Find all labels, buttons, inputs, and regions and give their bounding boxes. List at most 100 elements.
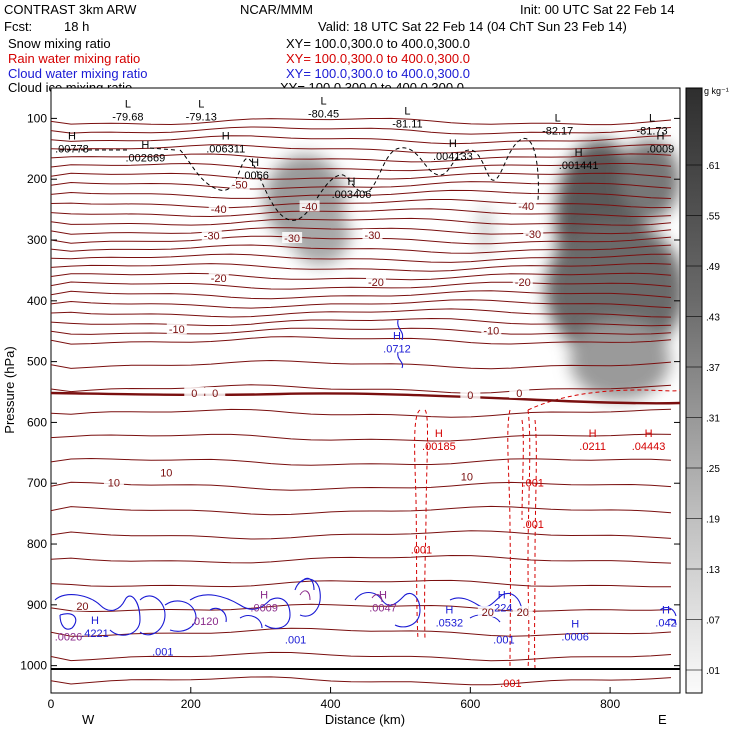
isotherm-line [51, 144, 672, 154]
extremum-marker: H [379, 590, 387, 602]
fcst-label: Fcst: [4, 19, 33, 34]
extremum-marker: H [91, 615, 99, 627]
y-tick-label: 500 [27, 355, 47, 369]
y-tick-label: 600 [27, 415, 47, 429]
extremum-value: .001 [523, 519, 544, 531]
isotherm-label: -10 [483, 325, 499, 337]
isotherm-label: -30 [204, 231, 220, 243]
extremum-value: -79.68 [112, 111, 143, 123]
x-end-label-west: W [82, 712, 95, 727]
extremum-value: -81.73 [636, 125, 667, 137]
label-backdrop [184, 387, 205, 399]
extremum-marker: H [141, 140, 149, 152]
label-backdrop [512, 605, 533, 617]
isotherm-line [51, 433, 672, 442]
extremum-marker: L [125, 98, 131, 110]
extremum-value: .4221 [81, 628, 109, 640]
colorbar-unit: g kg⁻¹ [704, 86, 729, 96]
plot-frame [50, 87, 681, 694]
isotherm-label: -40 [518, 201, 534, 213]
isotherm-line [51, 317, 672, 327]
extremum-value: -79.13 [186, 111, 217, 123]
isotherm-label: 0 [516, 388, 522, 400]
label-backdrop [362, 228, 383, 240]
isotherm-line [51, 481, 672, 491]
cloud-water-contours [54, 319, 677, 636]
extremum-value: .006311 [206, 144, 245, 156]
isotherm-line [51, 676, 672, 686]
extremum-marker: H [68, 131, 76, 143]
isotherm-label: 20 [482, 607, 494, 619]
extremum-value: .003406 [332, 189, 372, 201]
extremum-value: .0120 [191, 616, 219, 628]
extremum-marker: H [251, 157, 259, 169]
extremum-value: .224 [491, 603, 512, 615]
isotherm-line [51, 208, 672, 218]
colorbar-label: .55 [706, 212, 720, 223]
isotherm-line [51, 651, 672, 662]
extremum-marker: H [445, 604, 453, 616]
extremum-value: .0211 [579, 441, 606, 453]
isotherm-line [51, 126, 672, 135]
freezing-level [51, 391, 680, 405]
isotherm-label: 0 [191, 388, 197, 400]
field-cloudice-name: Cloud ice mixing ratio [8, 80, 133, 95]
extremum-marker: L [198, 98, 204, 110]
field-cloudwater-xy: XY= 100.0,300.0 to 400.0,300.0 [286, 66, 470, 81]
isotherm-line [51, 199, 672, 209]
colorbar-label: .25 [706, 464, 720, 475]
extremum-marker: H [645, 428, 653, 440]
colorbar [685, 87, 703, 694]
extremum-value: .001441 [559, 160, 599, 172]
extremum-value: .0532 [436, 617, 464, 629]
isotherm-line [51, 217, 672, 226]
extremum-value: .001 [152, 646, 173, 658]
extremum-marker: L [404, 106, 410, 118]
isotherm-label: -50 [232, 180, 248, 192]
isotherm-line [51, 530, 672, 540]
colorbar-label: .19 [706, 515, 720, 526]
isotherm-line [51, 408, 672, 418]
extremum-marker: H [449, 138, 457, 150]
colorbar-label: .37 [706, 363, 720, 374]
org-label: NCAR/MMM [240, 2, 313, 17]
isotherm-line [51, 384, 672, 394]
field-cloudwater-name: Cloud water mixing ratio [8, 66, 148, 81]
field-rain-xy: XY= 100.0,300.0 to 400.0,300.0 [286, 51, 470, 66]
colorbar-label: .07 [706, 616, 720, 627]
isotherm-line [51, 457, 672, 466]
extremum-value: -80.45 [308, 108, 339, 120]
label-backdrop [516, 199, 537, 211]
isotherm-label: -30 [284, 233, 300, 245]
extremum-marker: H [393, 331, 401, 343]
isotherm-line [51, 505, 672, 516]
extremum-value: .04443 [632, 441, 666, 453]
isotherm-label: -20 [211, 273, 227, 285]
isotherm-line [51, 181, 672, 190]
cloud-ice-low-contours [299, 590, 383, 603]
extremum-marker: L [321, 95, 327, 107]
isotherm-line [51, 162, 672, 172]
x-end-label-east: E [658, 712, 667, 727]
extremum-marker: H [589, 428, 597, 440]
isotherm-label: -20 [515, 277, 531, 289]
extremum-value: .002669 [125, 153, 165, 165]
isotherm-line [51, 253, 672, 263]
field-snow-name: Snow mixing ratio [8, 36, 111, 51]
isotherm-line [51, 272, 672, 281]
isotherm-label: 20 [517, 607, 529, 619]
colorbar-label: .43 [706, 313, 720, 324]
extremum-marker: H [571, 618, 579, 630]
isotherm-line [51, 308, 672, 318]
extremum-marker: H [498, 590, 506, 602]
extremum-marker: H [222, 131, 230, 143]
extremum-value: -81.11 [392, 119, 422, 131]
colorbar-label: .31 [706, 414, 720, 425]
x-tick-label: 0 [48, 697, 55, 711]
extremum-value: .00185 [422, 441, 456, 453]
rain-contours [414, 389, 680, 669]
extremum-value: .001 [500, 678, 521, 690]
extremum-value: .0712 [383, 344, 411, 356]
extremum-marker: H [575, 147, 583, 159]
